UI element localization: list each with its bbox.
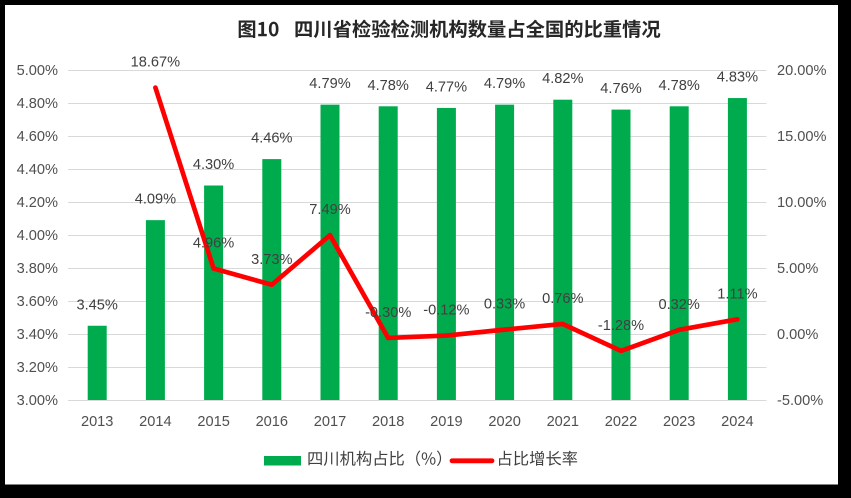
svg-text:2015: 2015	[197, 414, 229, 430]
svg-text:3.40%: 3.40%	[17, 327, 58, 343]
svg-text:0.32%: 0.32%	[659, 297, 700, 313]
svg-text:4.96%: 4.96%	[193, 236, 234, 252]
svg-text:4.60%: 4.60%	[17, 129, 58, 145]
svg-text:-0.12%: -0.12%	[423, 303, 469, 319]
svg-text:4.09%: 4.09%	[135, 192, 176, 208]
svg-text:4.77%: 4.77%	[426, 79, 467, 95]
svg-text:4.83%: 4.83%	[717, 70, 758, 86]
svg-text:3.20%: 3.20%	[17, 360, 58, 376]
svg-text:0.76%: 0.76%	[542, 291, 583, 307]
svg-text:4.00%: 4.00%	[17, 228, 58, 244]
svg-text:5.00%: 5.00%	[17, 63, 58, 79]
svg-text:5.00%: 5.00%	[777, 261, 818, 277]
svg-text:2023: 2023	[663, 414, 695, 430]
svg-text:4.78%: 4.78%	[659, 78, 700, 94]
svg-text:-5.00%: -5.00%	[777, 393, 823, 409]
svg-text:2013: 2013	[81, 414, 113, 430]
svg-text:4.78%: 4.78%	[368, 78, 409, 94]
svg-text:1.11%: 1.11%	[717, 286, 757, 302]
svg-text:2014: 2014	[139, 414, 171, 430]
svg-text:0.33%: 0.33%	[484, 297, 525, 313]
svg-text:3.45%: 3.45%	[77, 297, 118, 313]
svg-text:3.73%: 3.73%	[251, 252, 292, 268]
svg-text:4.30%: 4.30%	[193, 157, 234, 173]
svg-text:4.40%: 4.40%	[17, 162, 58, 178]
svg-text:4.79%: 4.79%	[309, 76, 350, 92]
svg-text:4.76%: 4.76%	[600, 81, 641, 97]
svg-text:3.60%: 3.60%	[17, 294, 58, 310]
svg-text:0.00%: 0.00%	[777, 327, 818, 343]
svg-text:2020: 2020	[488, 414, 520, 430]
svg-text:2017: 2017	[314, 414, 346, 430]
svg-text:3.80%: 3.80%	[17, 261, 58, 277]
svg-text:15.00%: 15.00%	[777, 129, 827, 145]
svg-text:4.46%: 4.46%	[251, 131, 292, 147]
svg-text:18.67%: 18.67%	[131, 55, 181, 71]
svg-text:-0.30%: -0.30%	[365, 305, 411, 321]
svg-text:4.82%: 4.82%	[542, 71, 583, 87]
svg-text:2024: 2024	[721, 414, 753, 430]
svg-text:4.79%: 4.79%	[484, 76, 525, 92]
svg-text:3.00%: 3.00%	[17, 393, 58, 409]
svg-text:4.20%: 4.20%	[17, 195, 58, 211]
svg-text:-1.28%: -1.28%	[598, 318, 644, 334]
svg-text:2019: 2019	[430, 414, 462, 430]
svg-text:7.49%: 7.49%	[309, 202, 350, 218]
svg-text:20.00%: 20.00%	[777, 63, 827, 79]
svg-text:2022: 2022	[605, 414, 637, 430]
svg-text:10.00%: 10.00%	[777, 195, 827, 211]
svg-text:2016: 2016	[256, 414, 288, 430]
svg-text:2018: 2018	[372, 414, 404, 430]
svg-text:2021: 2021	[547, 414, 579, 430]
svg-text:4.80%: 4.80%	[17, 96, 58, 112]
